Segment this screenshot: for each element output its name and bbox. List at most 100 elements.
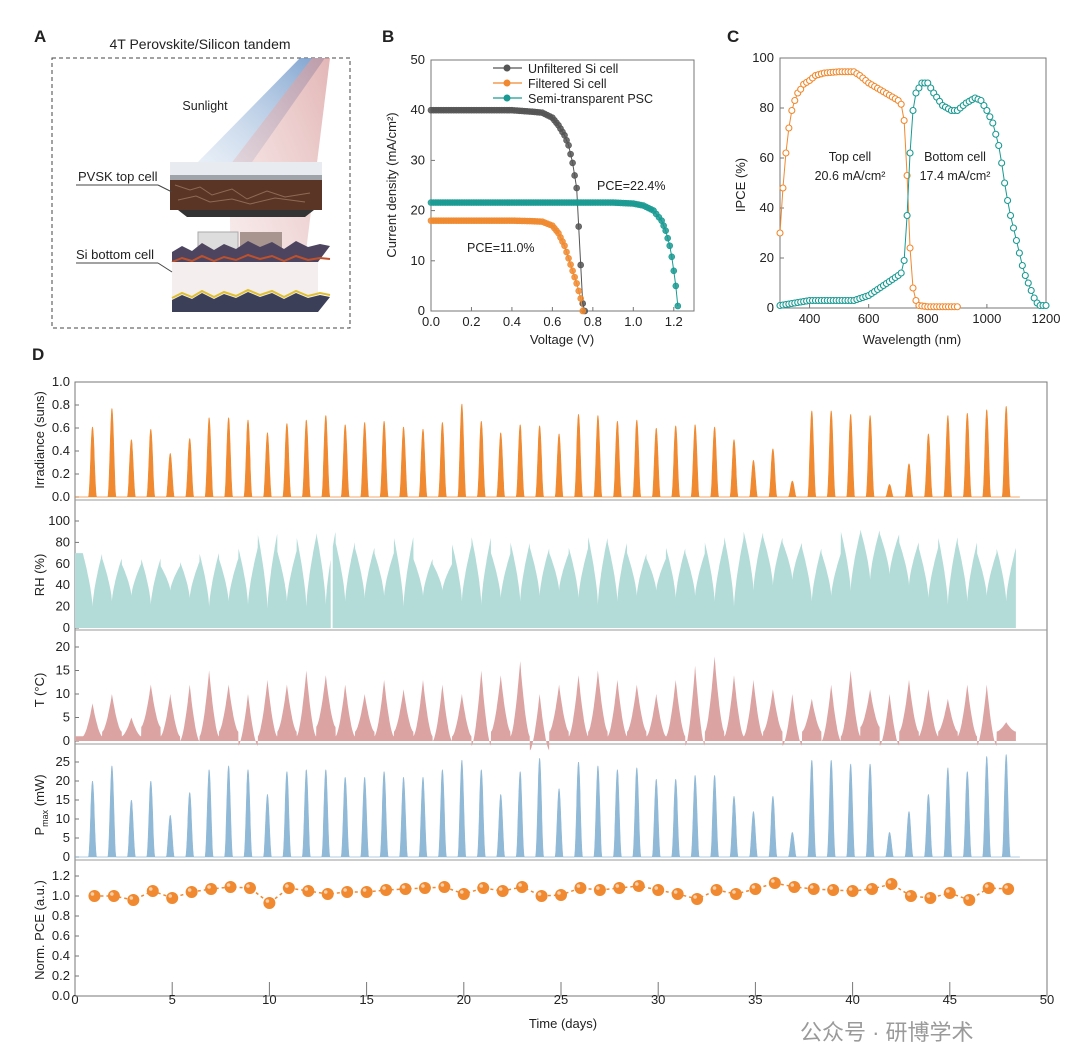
c-series-0-point <box>953 303 961 311</box>
d-norm-pce-point <box>846 885 859 897</box>
d-norm-pce-point <box>166 892 179 904</box>
d-norm-pce-point <box>652 884 665 896</box>
d-norm-pce-point <box>866 883 879 895</box>
c-y-tick-label: 100 <box>752 50 774 65</box>
c-series-1-point <box>927 84 935 92</box>
d-irradiance-y-tick-label: 0.2 <box>52 466 70 481</box>
ipce-chart: Wavelength (nm) IPCE (%) Top cell 20.6 m… <box>733 50 1060 347</box>
c-series-0-point <box>797 85 805 93</box>
d-x-tick-label: 10 <box>262 992 276 1007</box>
c-series-0-point <box>909 284 917 292</box>
d-rh-y-tick-label: 40 <box>56 577 70 592</box>
c-series-0-point <box>900 116 908 125</box>
c-series-1-point <box>1021 271 1029 280</box>
d-norm-pce-point <box>613 882 626 894</box>
b-series-filtered-si-cell-point <box>579 307 587 315</box>
d-norm-pce-point <box>243 882 256 894</box>
d-norm-pce-point-highlight <box>1004 885 1008 889</box>
d-norm-pce-point-highlight <box>634 882 639 886</box>
d-irradiance-y-tick-label: 1.0 <box>52 374 70 389</box>
d-rh-y-tick-label: 60 <box>56 556 70 571</box>
d-temperature-y-tick-label: 0 <box>63 733 70 748</box>
b-series-semi-transparent-psc-point <box>670 267 678 275</box>
c-series-1-point <box>983 106 991 115</box>
c-series-1-line <box>779 82 1046 306</box>
c-x-tick-label: 600 <box>858 311 880 326</box>
d-norm-pce-point-highlight <box>90 892 95 896</box>
d-norm-pce-y-tick-label: 1.2 <box>52 868 70 883</box>
c-series-0-point <box>912 296 920 305</box>
c-series-1-point <box>1009 224 1018 232</box>
c-series-1-point <box>1042 301 1050 310</box>
c-series-0-point <box>906 244 914 252</box>
d-norm-pce-point-highlight <box>518 883 522 887</box>
d-norm-pce-point-highlight <box>187 888 192 892</box>
d-norm-pce-point-highlight <box>129 896 134 900</box>
c-bottom-cell-label: Bottom cell <box>924 150 986 164</box>
b-series-unfiltered-si-cell-point <box>577 261 585 269</box>
c-series-1-point <box>1012 236 1020 245</box>
d-temperature-y-label: T (°C) <box>32 673 47 708</box>
d-norm-pce-point-highlight <box>829 886 833 890</box>
d-norm-pce-y-tick-label: 0.0 <box>52 988 70 1003</box>
d-norm-pce-point-highlight <box>460 890 464 894</box>
d-norm-pce-point <box>496 885 509 897</box>
d-norm-pce-y-tick-label: 0.2 <box>52 968 70 983</box>
d-temperature-y-tick-label: 20 <box>56 639 70 654</box>
c-series-1-point <box>906 149 914 157</box>
b-series-filtered-si-cell-point <box>561 242 568 250</box>
b-legend-label-psc: Semi-transparent PSC <box>528 92 653 106</box>
c-series-0-point <box>776 229 784 237</box>
d-norm-pce-point <box>827 884 840 896</box>
b-y-tick-label: 30 <box>411 152 425 167</box>
d-norm-pce-point-highlight <box>168 894 172 898</box>
d-norm-pce-point <box>107 890 120 902</box>
d-norm-pce-point-highlight <box>615 884 620 888</box>
d-norm-pce-point <box>768 877 781 889</box>
d-norm-pce-point <box>185 886 198 898</box>
c-series-0-point <box>897 100 905 108</box>
d-norm-pce-point <box>263 897 276 909</box>
d-norm-pce-y-tick-label: 0.8 <box>52 908 70 923</box>
d-norm-pce-point <box>943 887 956 899</box>
d-norm-pce-point <box>710 884 723 896</box>
b-y-tick-label: 40 <box>411 102 425 117</box>
d-norm-pce-point <box>671 888 684 900</box>
d-x-tick-label: 30 <box>651 992 665 1007</box>
d-norm-pce-point <box>127 894 140 906</box>
b-series-filtered-si-cell-point <box>573 280 580 287</box>
c-series-1-point <box>977 96 985 105</box>
d-x-tick-label: 25 <box>554 992 568 1007</box>
b-x-tick-label: 0.6 <box>543 314 561 329</box>
d-norm-pce-point <box>360 886 373 898</box>
d-pmax-y-tick-label: 25 <box>56 754 70 769</box>
b-series-semi-transparent-psc-point <box>664 234 672 242</box>
silicon-bottom-cell <box>171 231 331 312</box>
c-y-tick-label: 60 <box>760 150 774 165</box>
b-x-tick-label: 0.4 <box>503 314 521 329</box>
d-rh-y-tick-label: 0 <box>63 620 70 635</box>
b-series-filtered-si-cell-point <box>575 287 582 295</box>
b-y-tick-label: 50 <box>411 52 425 67</box>
d-norm-pce-point-highlight <box>382 886 386 890</box>
d-norm-pce-point <box>788 881 801 893</box>
top-cell-label: PVSK top cell <box>78 169 158 184</box>
jv-curve-chart: Voltage (V) Current density (mA/cm²) PCE… <box>384 52 695 347</box>
d-norm-pce-point-highlight <box>343 888 347 892</box>
b-series-filtered-si-cell-point <box>577 295 585 302</box>
b-legend-label-unfiltered: Unfiltered Si cell <box>528 62 618 76</box>
b-legend-label-filtered: Filtered Si cell <box>528 77 607 91</box>
d-norm-pce-point <box>555 889 567 901</box>
d-norm-pce-point-highlight <box>110 892 114 896</box>
c-series-1-point <box>912 89 920 97</box>
c-x-tick-label: 400 <box>799 311 821 326</box>
c-series-1-point <box>900 256 908 265</box>
d-norm-pce-point <box>729 888 742 900</box>
c-top-cell-current: 20.6 mA/cm² <box>815 169 886 183</box>
d-norm-pce-point-highlight <box>285 884 289 888</box>
b-annotation-pce-filtered: PCE=11.0% <box>467 241 535 255</box>
d-pmax-y-label: Pmax (mW) <box>32 774 50 835</box>
d-norm-pce-point-highlight <box>401 885 406 889</box>
d-norm-pce-point <box>535 890 548 902</box>
